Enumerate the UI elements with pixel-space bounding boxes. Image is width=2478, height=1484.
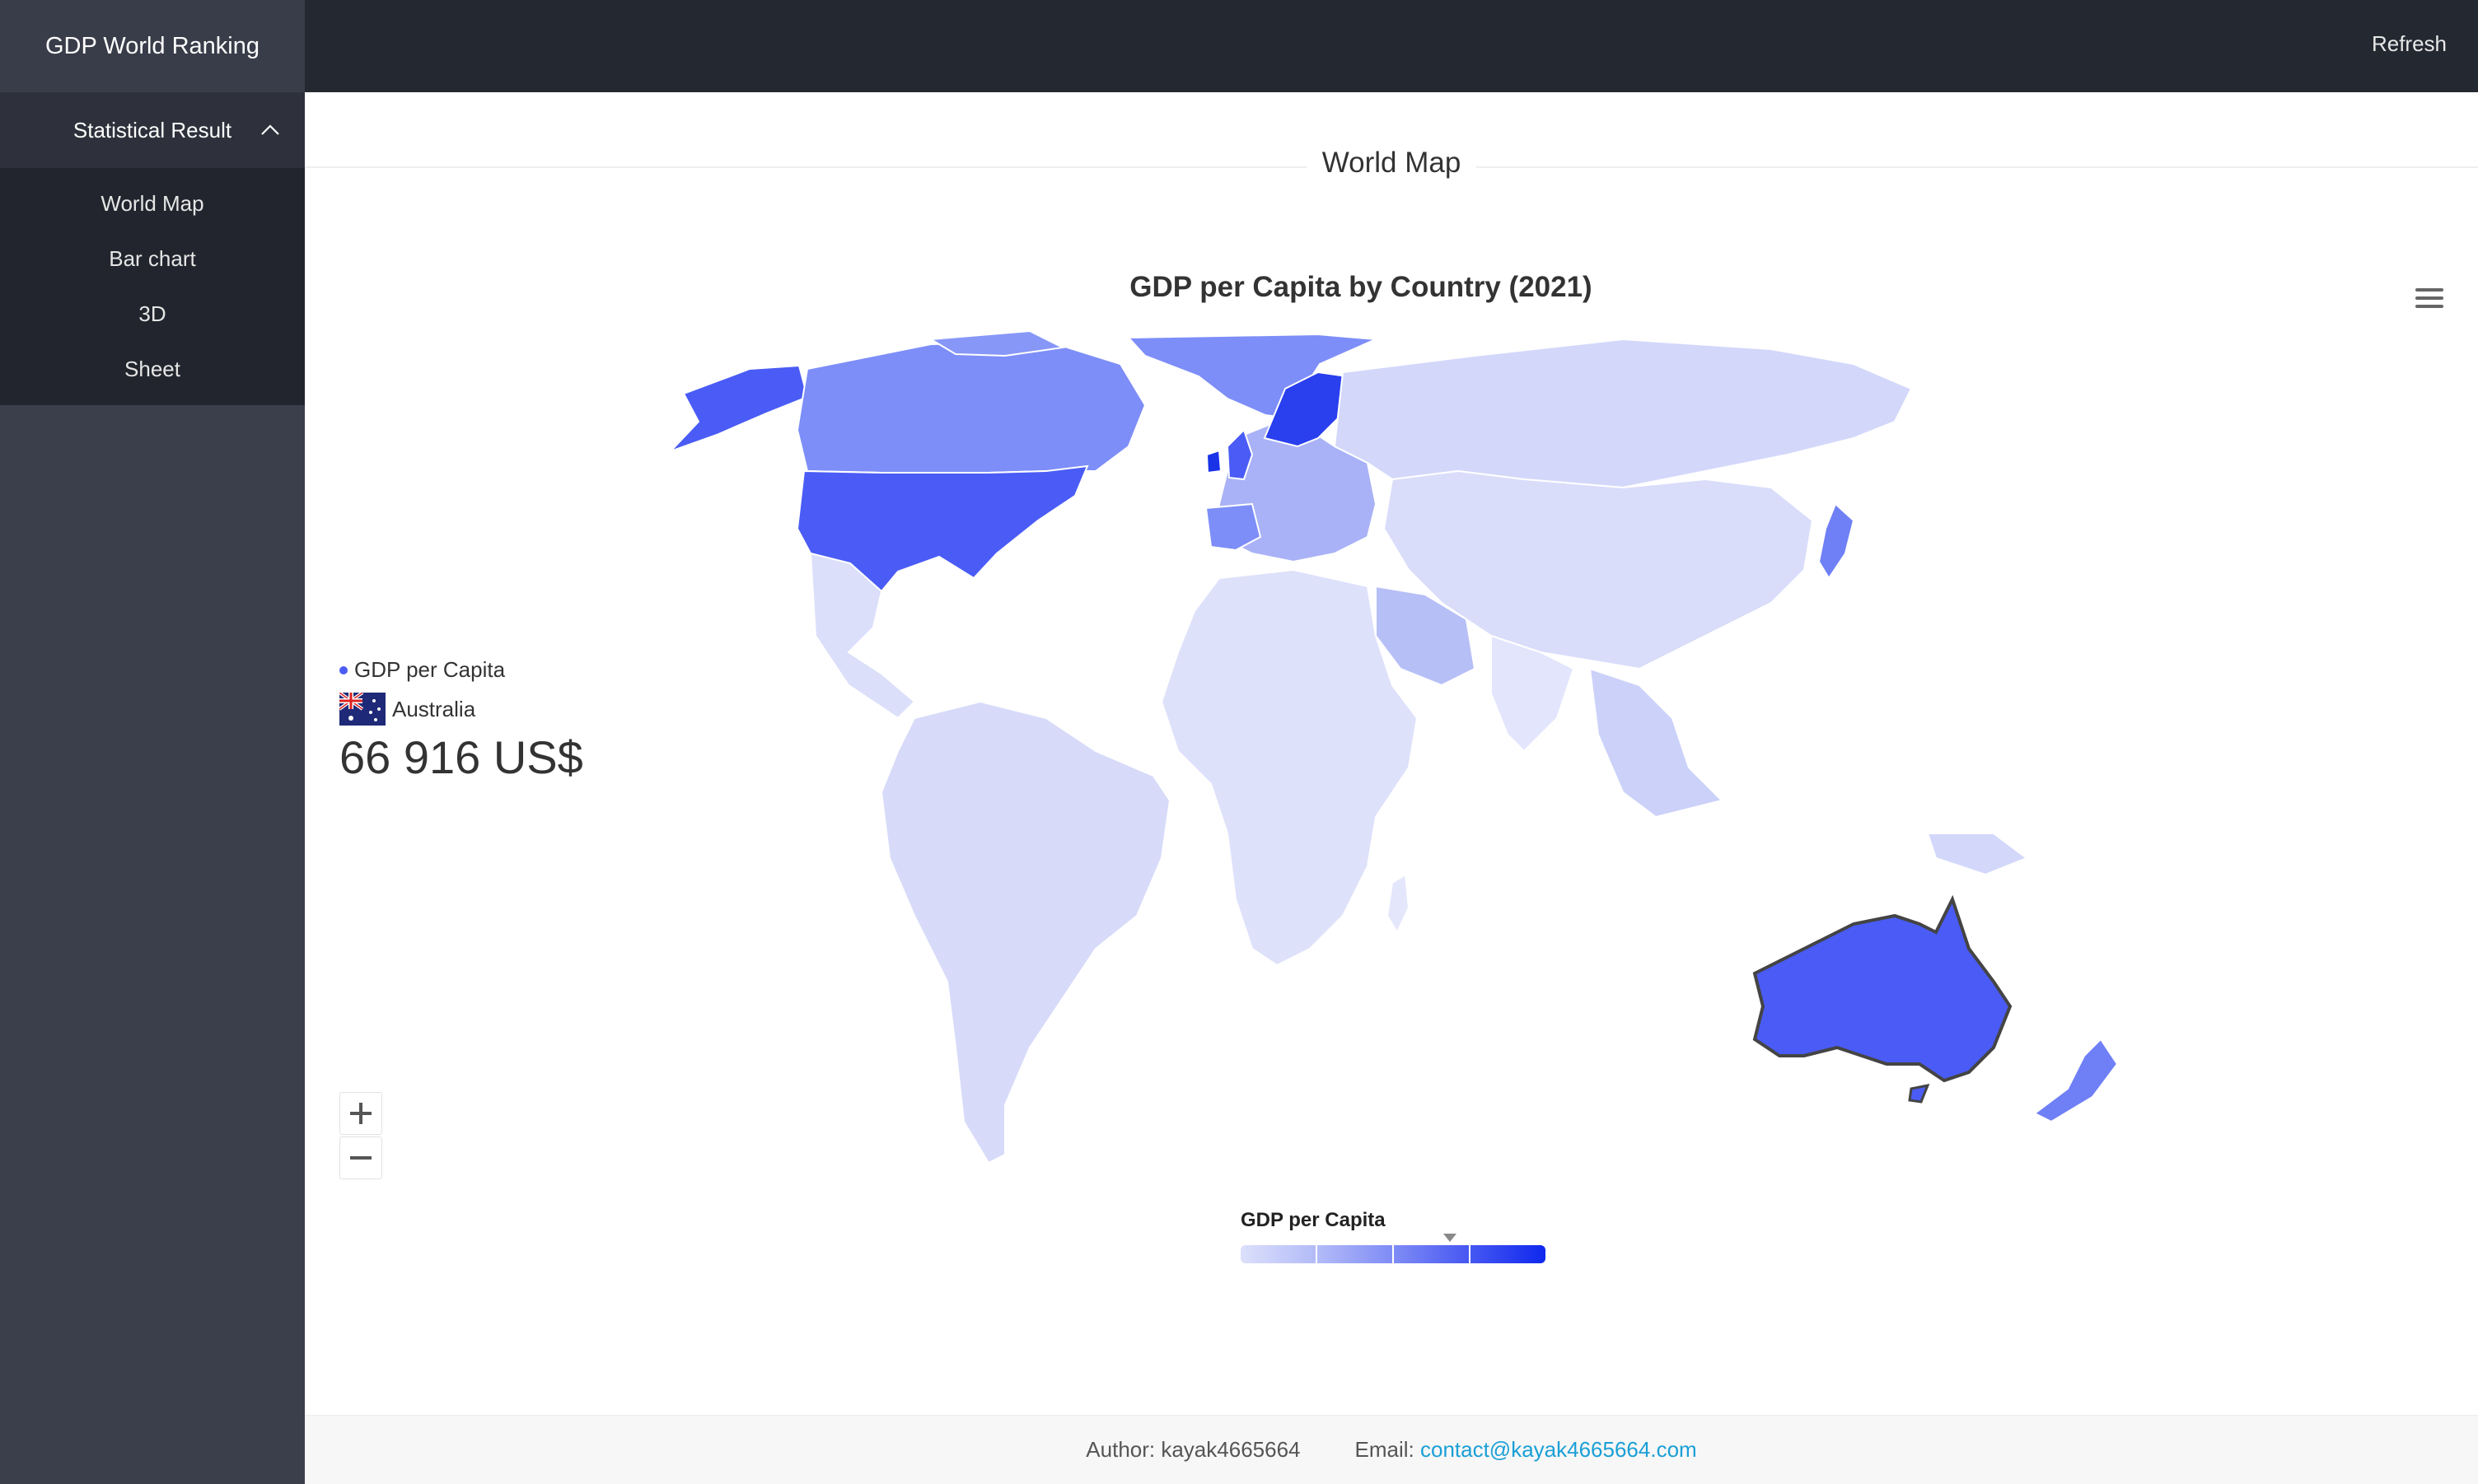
nav-group-statistical-result[interactable]: Statistical Result — [0, 92, 305, 168]
color-legend: GDP per Capita — [1241, 1209, 1545, 1263]
legend-title: GDP per Capita — [1241, 1209, 1386, 1231]
hamburger-menu-icon[interactable] — [2415, 287, 2443, 310]
sidebar-item-sheet[interactable]: Sheet — [0, 342, 305, 397]
sidebar-item-label: World Map — [101, 191, 204, 216]
region-se-asia — [1588, 667, 1723, 819]
legend-segment[interactable] — [1317, 1245, 1392, 1263]
nav-group-label: Statistical Result — [72, 117, 232, 142]
nav-submenu: World Map Bar chart 3D Sheet — [0, 168, 305, 405]
tooltip-value: 66 916 US$ — [339, 731, 583, 783]
section-title: World Map — [1307, 147, 1476, 180]
region-new-zealand — [2033, 1038, 2119, 1123]
region-ireland — [1205, 449, 1223, 474]
legend-segment[interactable] — [1241, 1245, 1316, 1263]
zoom-in-icon — [350, 1103, 372, 1124]
region-tasmania — [1908, 1083, 1930, 1104]
region-new-guinea — [1926, 833, 2029, 876]
region-russia — [1333, 338, 1913, 489]
region-japan — [1817, 502, 1855, 580]
main-content: World Map — [305, 92, 2478, 1415]
region-alaska — [670, 364, 809, 452]
app-title-text: GDP World Ranking — [44, 32, 260, 59]
australia-flag-icon — [339, 693, 386, 726]
sidebar-item-3d[interactable]: 3D — [0, 287, 305, 342]
region-middle-east — [1375, 585, 1476, 687]
series-dot-icon — [339, 665, 348, 674]
country-tooltip: GDP per Capita Australia 6 — [339, 657, 583, 784]
footer-email-link[interactable]: contact@kayak4665664.com — [1419, 1437, 1697, 1462]
chart-title: GDP per Capita by Country (2021) — [305, 271, 2478, 304]
legend-bar[interactable] — [1241, 1245, 1545, 1263]
sidebar: GDP World Ranking Statistical Result Wor… — [0, 0, 305, 1484]
legend-marker-icon — [1443, 1234, 1456, 1242]
sidebar-item-label: 3D — [138, 301, 166, 326]
legend-segment[interactable] — [1394, 1245, 1469, 1263]
sidebar-item-world-map[interactable]: World Map — [0, 176, 305, 231]
region-canada — [796, 339, 1147, 474]
region-india — [1490, 634, 1575, 753]
section-divider: World Map — [305, 147, 2478, 180]
tooltip-country-name: Australia — [392, 696, 476, 721]
region-asia — [1382, 469, 1814, 670]
chart-title-text: GDP per Capita by Country (2021) — [1129, 271, 1592, 303]
legend-segment[interactable] — [1470, 1245, 1545, 1263]
world-map[interactable] — [305, 92, 2478, 1415]
chevron-up-icon — [261, 124, 279, 135]
region-africa — [1160, 568, 1419, 967]
region-uk — [1226, 428, 1254, 481]
zoom-out-button[interactable] — [339, 1136, 382, 1179]
tooltip-series-name: GDP per Capita — [354, 657, 506, 682]
region-iberia — [1204, 502, 1262, 552]
tooltip-series: GDP per Capita — [339, 657, 583, 683]
zoom-out-icon — [350, 1156, 372, 1160]
refresh-link[interactable]: Refresh — [2371, 31, 2447, 56]
sidebar-item-bar-chart[interactable]: Bar chart — [0, 231, 305, 287]
region-mexico — [809, 552, 916, 720]
footer-author: Author: kayak4665664 — [1086, 1437, 1301, 1462]
footer-email-label: Email: — [1354, 1437, 1414, 1462]
footer-email-block: Email: contact@kayak4665664.com — [1355, 1437, 1697, 1463]
top-header: Refresh — [305, 0, 2478, 92]
sidebar-item-label: Sheet — [124, 357, 180, 381]
zoom-in-button[interactable] — [339, 1092, 382, 1135]
sidebar-item-label: Bar chart — [109, 246, 196, 271]
app-title[interactable]: GDP World Ranking — [0, 0, 305, 92]
tooltip-country: Australia — [339, 693, 583, 726]
region-australia — [1752, 894, 2013, 1083]
footer: Author: kayak4665664 Email: contact@kaya… — [305, 1415, 2478, 1484]
region-south-america — [880, 700, 1171, 1164]
region-arctic-islands — [928, 329, 1066, 357]
region-madagascar — [1386, 873, 1410, 935]
zoom-controls — [339, 1092, 382, 1181]
